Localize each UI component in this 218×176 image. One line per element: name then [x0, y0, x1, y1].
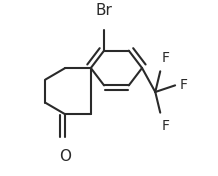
Text: F: F — [180, 78, 188, 92]
Text: F: F — [162, 51, 170, 65]
Text: F: F — [162, 119, 170, 133]
Text: Br: Br — [96, 3, 112, 18]
Text: O: O — [59, 149, 71, 164]
